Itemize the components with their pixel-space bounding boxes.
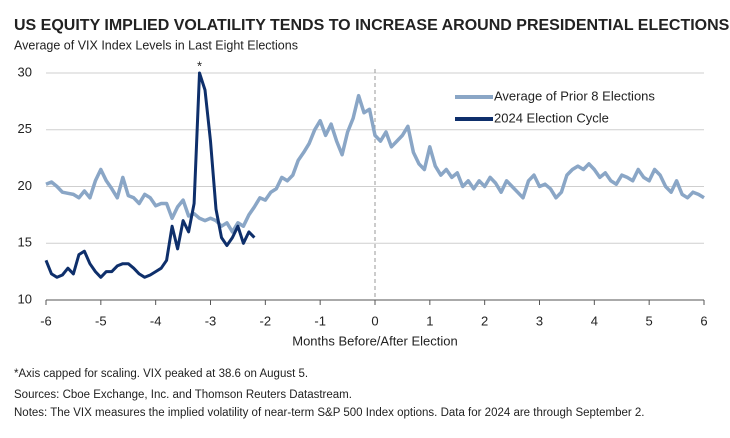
x-tick-label: -3 (205, 313, 217, 328)
x-axis-label: Months Before/After Election (292, 333, 457, 348)
x-tick-label: -2 (260, 313, 272, 328)
chart-subtitle: Average of VIX Index Levels in Last Eigh… (14, 38, 298, 52)
series-line (44, 71, 256, 279)
footnote: *Axis capped for scaling. VIX peaked at … (14, 368, 308, 380)
x-tick-label: -4 (150, 313, 162, 328)
x-tick-label: 3 (536, 313, 543, 328)
legend-label: Average of Prior 8 Elections (494, 88, 655, 103)
notes: Notes: The VIX measures the implied vola… (14, 407, 645, 419)
y-tick-label: 30 (18, 64, 32, 79)
x-tick-label: 6 (700, 313, 707, 328)
x-tick-label: 4 (591, 313, 598, 328)
sources: Sources: Cboe Exchange, Inc. and Thomson… (14, 389, 352, 401)
y-tick-label: 10 (18, 291, 32, 306)
x-tick-label: 2 (481, 313, 488, 328)
x-tick-label: 1 (426, 313, 433, 328)
legend-label: 2024 Election Cycle (494, 110, 609, 125)
x-tick-label: -1 (314, 313, 326, 328)
y-tick-label: 20 (18, 178, 32, 193)
x-tick-label: -5 (95, 313, 107, 328)
x-tick-label: -6 (40, 313, 52, 328)
x-tick-label: 5 (646, 313, 653, 328)
x-tick-label: 0 (371, 313, 378, 328)
annotation: * (197, 58, 202, 73)
chart-title: US EQUITY IMPLIED VOLATILITY TENDS TO IN… (14, 17, 730, 34)
y-tick-label: 25 (18, 121, 32, 136)
y-tick-label: 15 (18, 235, 32, 250)
series-line (45, 93, 705, 234)
